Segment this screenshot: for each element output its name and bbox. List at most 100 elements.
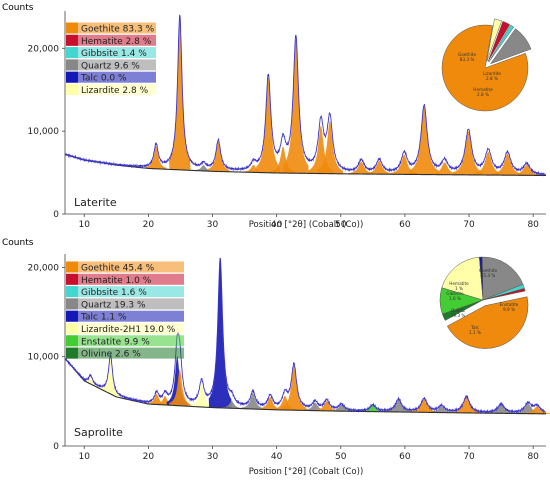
legend-color-box bbox=[66, 22, 78, 34]
pie-label: Talc bbox=[470, 325, 480, 330]
peak-fill bbox=[145, 145, 167, 170]
legend-color-box bbox=[66, 310, 78, 322]
pie-label: Enstatite bbox=[500, 302, 519, 307]
legend-color-box bbox=[66, 298, 78, 310]
legend-label: Lizardite 2.8 % bbox=[81, 86, 149, 96]
peak-fill bbox=[451, 396, 482, 414]
legend-swatch bbox=[66, 298, 184, 310]
peak-fill bbox=[272, 395, 298, 411]
legend-swatch bbox=[66, 59, 156, 71]
y-tick-label: 20,000 bbox=[28, 263, 60, 273]
x-axis-title: Position [°2θ] (Cobalt (Co)) bbox=[249, 467, 364, 477]
x-tick-label: 50 bbox=[335, 452, 347, 462]
legend-color-box bbox=[66, 273, 78, 285]
peak-fill bbox=[220, 401, 244, 409]
legend-label: Quartz 9.6 % bbox=[81, 61, 140, 71]
x-tick-label: 30 bbox=[207, 452, 219, 462]
peak-fill bbox=[206, 141, 230, 172]
pie-slice bbox=[487, 21, 511, 62]
peak-fill bbox=[283, 39, 309, 174]
x-tick-label: 80 bbox=[527, 452, 539, 462]
peak-fill bbox=[384, 399, 413, 413]
legend-label: Gibbsite 1.4 % bbox=[81, 49, 147, 59]
pie-label: Gibbsite bbox=[446, 291, 464, 296]
peak-fill bbox=[485, 404, 518, 414]
peak-fill bbox=[389, 154, 419, 175]
x-tick-label: 30 bbox=[207, 220, 219, 230]
peak-fill bbox=[347, 161, 375, 175]
x-tick-label: 80 bbox=[527, 220, 539, 230]
pie-label: Hematite bbox=[473, 87, 493, 92]
pie-label: Lizardite bbox=[483, 71, 501, 76]
legend-swatch bbox=[66, 286, 184, 298]
y-axis-title: Counts bbox=[2, 3, 34, 13]
x-tick-label: 50 bbox=[335, 220, 347, 230]
legend-swatch bbox=[66, 71, 156, 83]
pie-slice bbox=[441, 24, 529, 112]
legend-swatch bbox=[66, 335, 184, 347]
panel-label: Laterite bbox=[74, 196, 117, 209]
legend-label: Hematite 1.0 % bbox=[81, 276, 152, 286]
peak-fill bbox=[281, 365, 307, 411]
pie-label: 2.8 % bbox=[477, 92, 489, 97]
pie-label: 2.8 % bbox=[486, 76, 498, 81]
x-tick-label: 70 bbox=[463, 452, 475, 462]
peak-fill bbox=[316, 120, 344, 174]
legend-label: Goethite 45.4 % bbox=[81, 264, 155, 274]
panel-label: Saprolite bbox=[74, 426, 123, 439]
pie-label: 19.3 % bbox=[451, 313, 466, 318]
legend-swatch bbox=[66, 84, 156, 95]
legend-color-box bbox=[66, 286, 78, 298]
peak-fill bbox=[409, 398, 439, 413]
panel-saprolite: Counts Position [°2θ] (Cobalt (Co)) Sapr… bbox=[2, 238, 550, 477]
legend-label: Talc 1.1 % bbox=[80, 313, 127, 323]
x-tick-label: 10 bbox=[79, 220, 91, 230]
legend-swatch bbox=[66, 34, 156, 46]
y-axis-title: Counts bbox=[2, 238, 34, 248]
legend-label: Enstatite 9.9 % bbox=[81, 337, 150, 347]
peak-fill bbox=[520, 406, 550, 414]
peak-fill bbox=[365, 160, 394, 175]
peak-fill bbox=[328, 404, 355, 412]
pie-label: 1.6 % bbox=[449, 296, 461, 301]
legend-swatch bbox=[66, 261, 184, 273]
legend-label: Lizardite-2H1 19.0 % bbox=[81, 325, 176, 335]
peak-fill bbox=[426, 406, 457, 413]
observed-pattern bbox=[64, 257, 546, 415]
pie-label: Goethite bbox=[458, 52, 476, 57]
x-tick-label: 60 bbox=[399, 452, 411, 462]
x-tick-label: 40 bbox=[271, 220, 283, 230]
legend-color-box bbox=[66, 323, 78, 334]
pie-slice bbox=[482, 288, 526, 301]
peak-fill bbox=[491, 153, 524, 176]
x-tick-label: 20 bbox=[143, 220, 155, 230]
y-tick-label: 10,000 bbox=[28, 127, 60, 137]
pie-label: Hematite bbox=[449, 281, 469, 286]
pie-slice bbox=[446, 296, 529, 349]
legend-color-box bbox=[66, 347, 78, 359]
y-tick-label: 0 bbox=[53, 210, 59, 220]
pie-label: Quartz bbox=[451, 308, 466, 313]
legend-swatch bbox=[66, 310, 184, 322]
legend-label: Quartz 19.3 % bbox=[81, 300, 146, 310]
legend-color-box bbox=[66, 335, 78, 347]
peak-fill bbox=[472, 151, 504, 176]
pie-slice bbox=[482, 256, 524, 301]
y-tick-label: 20,000 bbox=[28, 44, 60, 54]
peak-fill bbox=[154, 396, 176, 406]
pie-label: 45.4 % bbox=[481, 273, 496, 278]
pie-slice bbox=[441, 256, 484, 301]
pie-slice bbox=[489, 28, 532, 65]
x-axis-title: Position [°2θ] (Cobalt (Co)) bbox=[249, 220, 364, 230]
peak-fill bbox=[358, 405, 387, 412]
peak-fill bbox=[190, 383, 213, 408]
peak-fill bbox=[192, 165, 215, 172]
legend-color-box bbox=[66, 34, 78, 46]
peak-fill bbox=[256, 77, 281, 174]
pie-slice bbox=[488, 24, 515, 63]
legend-swatch bbox=[66, 323, 184, 334]
pie-slice bbox=[486, 18, 503, 62]
legend-swatch bbox=[66, 347, 184, 359]
legend-label: Olivine 2.6 % bbox=[81, 350, 141, 360]
